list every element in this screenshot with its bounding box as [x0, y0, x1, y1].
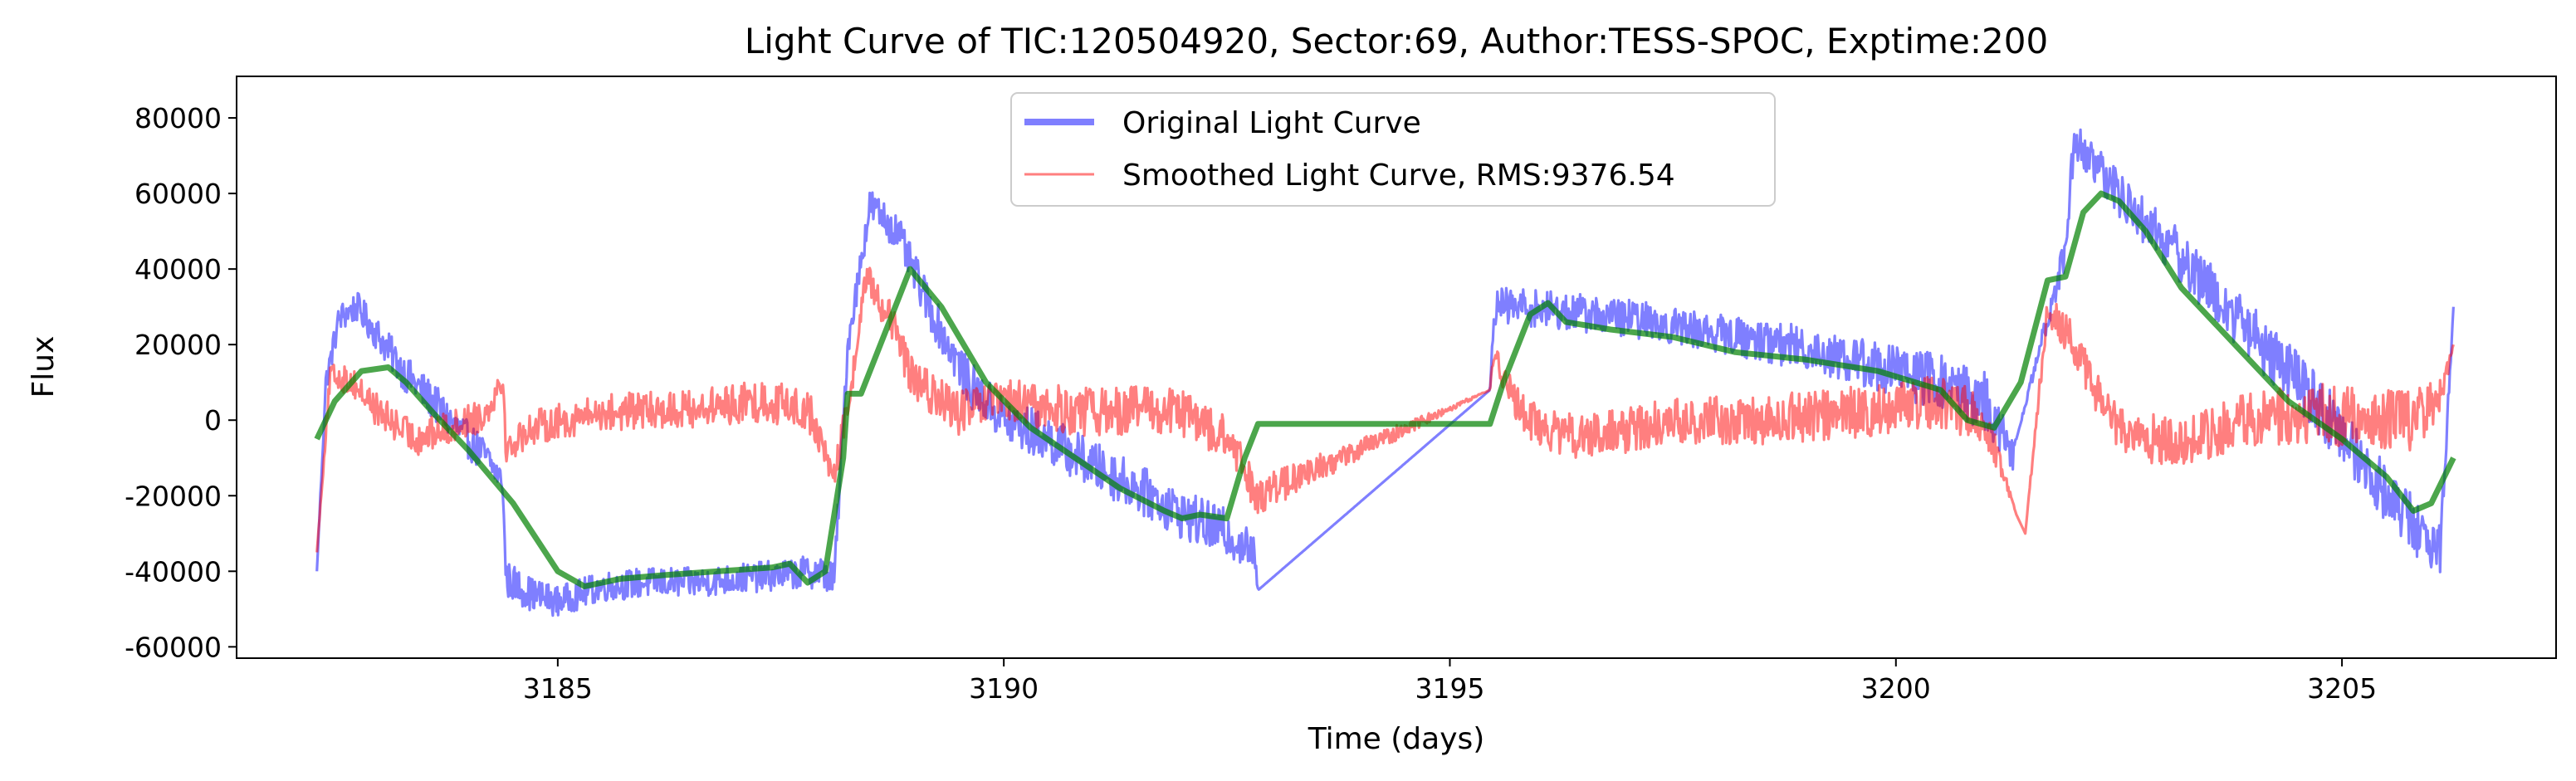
- x-tick-label: 3190: [969, 672, 1039, 705]
- y-tick-label: 40000: [134, 253, 222, 286]
- series-layer: [314, 128, 2456, 617]
- y-axis-label: Flux: [27, 336, 61, 398]
- x-axis-label: Time (days): [1308, 722, 1485, 756]
- plot-frame: [236, 76, 2557, 659]
- x-tick-label: 3205: [2307, 672, 2377, 705]
- series-smoothed-light-curve: [315, 266, 2455, 553]
- x-tick-label: 3185: [523, 672, 593, 705]
- y-tick-label: -60000: [125, 631, 222, 663]
- series-trend-line: [314, 190, 2456, 589]
- y-tick-label: -20000: [125, 480, 222, 512]
- series-original-light-curve: [315, 128, 2455, 617]
- y-tick-label: -40000: [125, 555, 222, 588]
- x-axis-ticks: 3185 3190 3195 3200 3205: [523, 658, 2377, 705]
- y-tick-label: 60000: [134, 178, 222, 210]
- chart-title: Light Curve of TIC:120504920, Sector:69,…: [745, 21, 2048, 61]
- y-tick-label: 0: [204, 404, 222, 437]
- y-tick-label: 20000: [134, 329, 222, 361]
- legend: Original Light Curve Smoothed Light Curv…: [1010, 92, 1776, 207]
- legend-label-smoothed: Smoothed Light Curve, RMS:9376.54: [1122, 159, 1675, 193]
- legend-label-original: Original Light Curve: [1122, 106, 1421, 140]
- y-tick-label: 80000: [134, 102, 222, 134]
- y-axis-ticks: -60000 -40000 -20000 0 20000 40000 60000 80000: [125, 102, 237, 663]
- legend-box: [1010, 92, 1776, 207]
- x-tick-label: 3195: [1415, 672, 1484, 705]
- x-tick-label: 3200: [1861, 672, 1931, 705]
